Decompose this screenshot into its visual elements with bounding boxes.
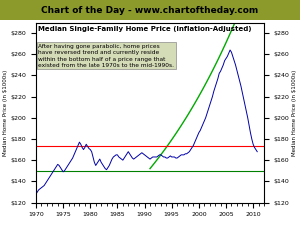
Text: Median Single-Family Home Price (Inflation-Adjusted): Median Single-Family Home Price (Inflati… — [38, 26, 252, 32]
Y-axis label: Median Home Price (in $1000s): Median Home Price (in $1000s) — [3, 69, 8, 156]
Text: Chart of the Day - www.chartoftheday.com: Chart of the Day - www.chartoftheday.com — [41, 6, 259, 15]
Text: After having gone parabolic, home prices
have reversed trend and currently resid: After having gone parabolic, home prices… — [38, 44, 174, 68]
Y-axis label: Median Home Price (in $1000s): Median Home Price (in $1000s) — [292, 69, 297, 156]
